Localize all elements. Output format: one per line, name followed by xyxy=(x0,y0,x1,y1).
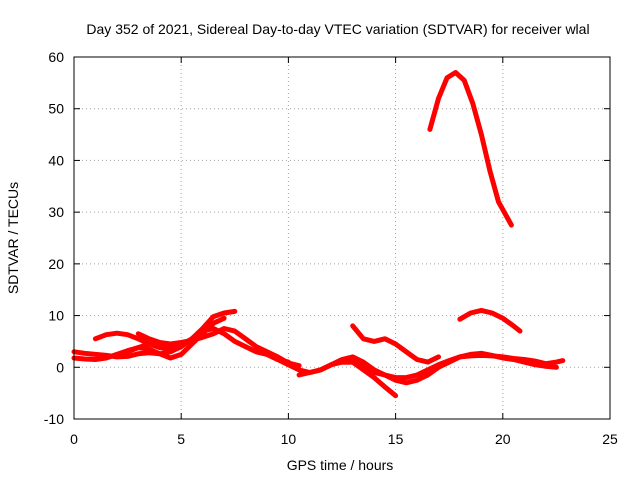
series-line-arc-10 xyxy=(427,70,514,228)
series-layer xyxy=(71,70,566,399)
y-tick-label: 60 xyxy=(48,49,64,65)
y-tick-label: 20 xyxy=(48,256,64,272)
x-axis-label: GPS time / hours xyxy=(287,457,394,473)
series-line-arc-9 xyxy=(350,323,441,365)
series-line-arc-4 xyxy=(114,308,238,357)
y-tick-label: 40 xyxy=(48,152,64,168)
chart-title: Day 352 of 2021, Sidereal Day-to-day VTE… xyxy=(86,21,589,37)
y-tick-label: 10 xyxy=(48,308,64,324)
series-line-arc-11 xyxy=(457,307,523,334)
y-tick-label: -10 xyxy=(44,411,64,427)
plot-frame xyxy=(73,56,611,420)
ticks: 0 5 10 15 20 25 -10 0 10 20 30 40 50 60 xyxy=(44,49,618,447)
y-tick-label: 50 xyxy=(48,101,64,117)
x-tick-label: 25 xyxy=(602,431,618,447)
x-tick-label: 5 xyxy=(177,431,185,447)
series-line-arc-8 xyxy=(339,359,399,399)
x-tick-label: 10 xyxy=(281,431,297,447)
series-line-arc-7 xyxy=(296,350,559,386)
grid xyxy=(74,57,610,419)
x-tick-label: 15 xyxy=(388,431,404,447)
x-tick-label: 20 xyxy=(495,431,511,447)
y-tick-label: 0 xyxy=(56,359,64,375)
y-tick-label: 30 xyxy=(48,204,64,220)
x-tick-label: 0 xyxy=(70,431,78,447)
y-axis-label: SDTVAR / TECUs xyxy=(5,182,21,294)
